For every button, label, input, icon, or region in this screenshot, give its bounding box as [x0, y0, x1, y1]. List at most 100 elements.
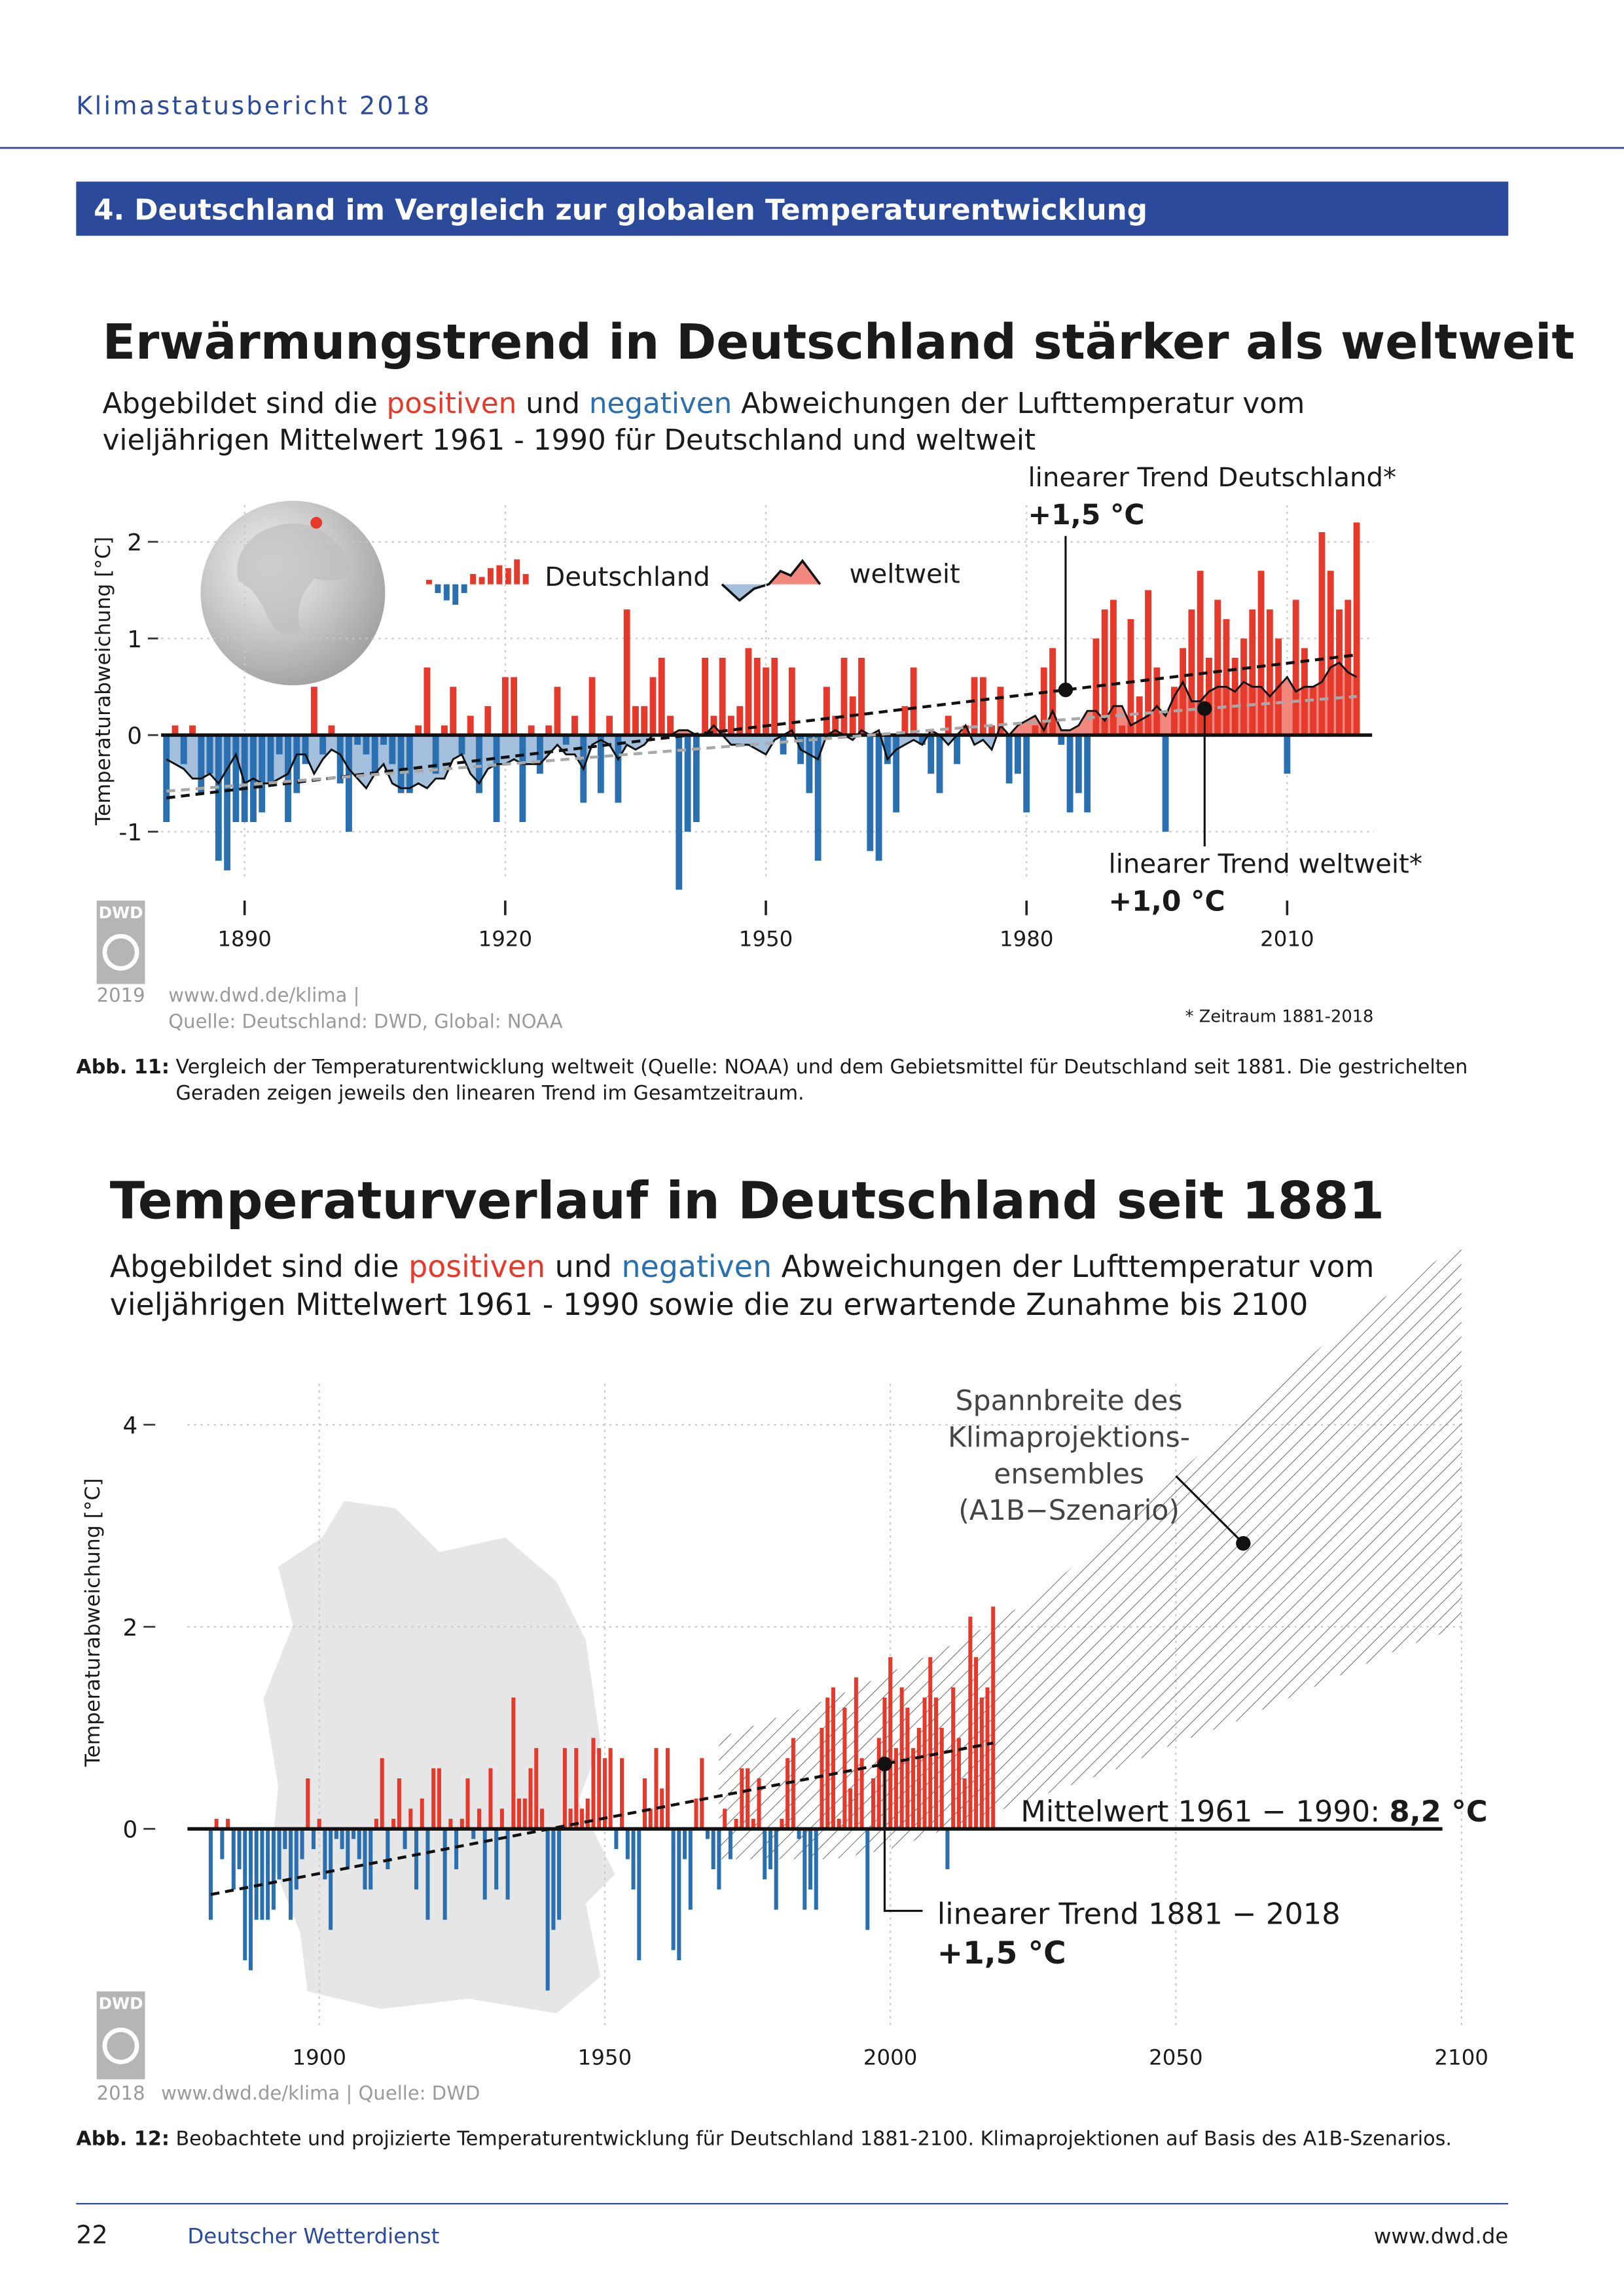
bar	[974, 1657, 979, 1829]
bar	[425, 1829, 430, 1920]
bar	[683, 1829, 687, 1859]
annotation-text: Mittelwert 1961 − 1990:	[1020, 1794, 1389, 1829]
bar	[774, 1829, 778, 1910]
bar	[1284, 735, 1291, 774]
bar	[865, 1829, 870, 1930]
bar	[615, 735, 622, 803]
x-tick-label: 1920	[478, 926, 533, 951]
chart: Abgebildet sind die positiven und negati…	[92, 387, 1422, 1033]
legend-label: Deutschland	[545, 562, 710, 592]
bar	[310, 687, 317, 736]
bar	[693, 735, 700, 823]
bar	[637, 1829, 641, 1960]
bar	[1353, 522, 1360, 736]
area-positive	[670, 662, 1357, 736]
bar	[585, 1798, 590, 1829]
annotation-value: 8,2 °C	[1390, 1794, 1488, 1829]
bar	[380, 1758, 384, 1829]
bar	[899, 1687, 904, 1829]
legend-icon-line	[721, 558, 821, 602]
bar	[363, 735, 370, 755]
bar	[608, 1748, 613, 1829]
bar	[537, 735, 543, 774]
caption-text: Beobachtete und projizierte Temperaturen…	[175, 2127, 1451, 2150]
bar	[501, 677, 509, 736]
subtitle-part: negativen	[621, 1249, 772, 1284]
bar	[768, 1829, 772, 1870]
bar	[276, 735, 283, 755]
bar	[277, 1829, 281, 1880]
bar	[1162, 735, 1169, 832]
caption-label: Abb. 12:	[76, 2127, 170, 2150]
bar	[648, 1808, 653, 1829]
chart-title: Temperaturverlauf in Deutschland seit 18…	[110, 1171, 1384, 1230]
x-tick-label: 1890	[217, 926, 272, 951]
subtitle-part: und	[545, 1249, 621, 1284]
bar	[450, 687, 457, 736]
bar	[1075, 735, 1082, 793]
bar	[557, 1829, 562, 1920]
bar	[562, 1748, 567, 1829]
bar	[267, 735, 274, 783]
subtitle-part: Abgebildet sind die	[103, 387, 387, 420]
bar	[991, 1606, 996, 1829]
bar	[334, 1829, 338, 1839]
bar	[945, 715, 952, 736]
bar	[214, 1818, 219, 1829]
bar	[231, 1829, 236, 1890]
annotation: Mittelwert 1961 − 1990: 8,2 °C	[1020, 1794, 1487, 1829]
bar	[939, 1727, 944, 1829]
bar	[406, 735, 413, 793]
bar	[597, 735, 604, 793]
bar	[1015, 735, 1021, 774]
subtitle-part: positiven	[408, 1249, 545, 1284]
caption-text: Vergleich der Temperaturentwicklung welt…	[175, 1056, 1468, 1079]
bar	[374, 1818, 378, 1829]
bar	[580, 1808, 585, 1829]
line	[166, 661, 1358, 790]
bar	[803, 1829, 807, 1910]
header-title: Klimastatusbericht 2018	[76, 92, 431, 120]
bar	[831, 1687, 835, 1829]
leader-line	[1175, 1475, 1244, 1545]
bar	[985, 1687, 990, 1829]
bar	[736, 706, 744, 736]
bar	[711, 1829, 715, 1870]
trend-line	[166, 694, 1357, 793]
bar	[1214, 600, 1221, 736]
bar	[458, 735, 465, 755]
bar	[1066, 735, 1074, 813]
globe-marker	[310, 516, 323, 529]
bar	[260, 1829, 264, 1920]
source: www.dwd.de/klima |	[168, 984, 359, 1006]
bar	[386, 1829, 390, 1870]
bar	[340, 1829, 344, 1850]
bar	[814, 735, 821, 861]
bar	[259, 735, 266, 813]
bar	[658, 658, 665, 736]
trend-dot	[1058, 682, 1074, 698]
bar	[1084, 735, 1091, 813]
bar	[832, 715, 839, 736]
bar	[354, 735, 361, 745]
bar	[962, 725, 969, 736]
bar	[568, 1808, 573, 1829]
globe-land	[237, 523, 352, 636]
bar	[1110, 600, 1117, 736]
bar	[705, 1829, 710, 1839]
annotation: Klimaprojektions-	[948, 1422, 1190, 1454]
bar	[625, 1829, 630, 1859]
bar	[441, 725, 448, 736]
bar	[1049, 648, 1056, 736]
logo-swirl	[102, 2027, 139, 2064]
logo-text: DWD	[99, 1994, 143, 2013]
bar	[871, 1778, 876, 1829]
bar	[460, 1818, 464, 1829]
bar	[465, 1778, 470, 1829]
bar	[1231, 658, 1238, 736]
bar	[1188, 609, 1195, 736]
bar	[163, 735, 170, 823]
bar	[1310, 687, 1317, 736]
bar	[283, 1829, 287, 1850]
bar	[667, 715, 674, 736]
